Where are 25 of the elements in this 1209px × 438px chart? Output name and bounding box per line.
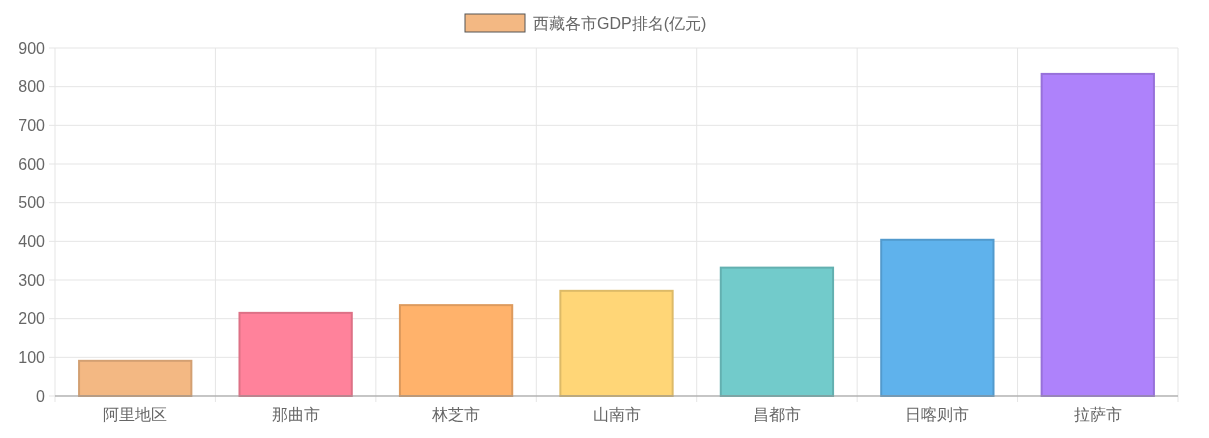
y-tick-label: 200 — [18, 310, 46, 328]
y-tick-label: 300 — [18, 271, 46, 289]
bar — [559, 289, 674, 397]
y-tick-label: 800 — [18, 78, 46, 96]
bar — [880, 238, 995, 397]
bar — [719, 266, 835, 397]
x-tick-label: 山南市 — [592, 406, 641, 423]
y-tick-label: 400 — [18, 232, 46, 250]
legend-label: 西藏各市GDP排名(亿元) — [533, 14, 707, 32]
bar — [1040, 72, 1155, 397]
x-tick-label: 阿里地区 — [103, 406, 168, 423]
x-tick-label: 日喀则市 — [905, 406, 970, 423]
bar — [398, 304, 514, 397]
x-tick-label: 林芝市 — [431, 406, 481, 423]
bar — [238, 311, 353, 397]
x-tick-label: 拉萨市 — [1073, 406, 1122, 423]
y-tick-label: 100 — [18, 348, 46, 366]
y-tick-label: 700 — [18, 116, 46, 134]
bar — [78, 359, 193, 397]
y-tick-label: 500 — [18, 194, 46, 212]
y-tick-label: 0 — [36, 387, 46, 405]
y-tick-label: 900 — [18, 39, 46, 57]
x-tick-label: 昌都市 — [752, 406, 801, 423]
y-tick-label: 600 — [18, 155, 46, 173]
x-tick-label: 那曲市 — [271, 406, 320, 423]
